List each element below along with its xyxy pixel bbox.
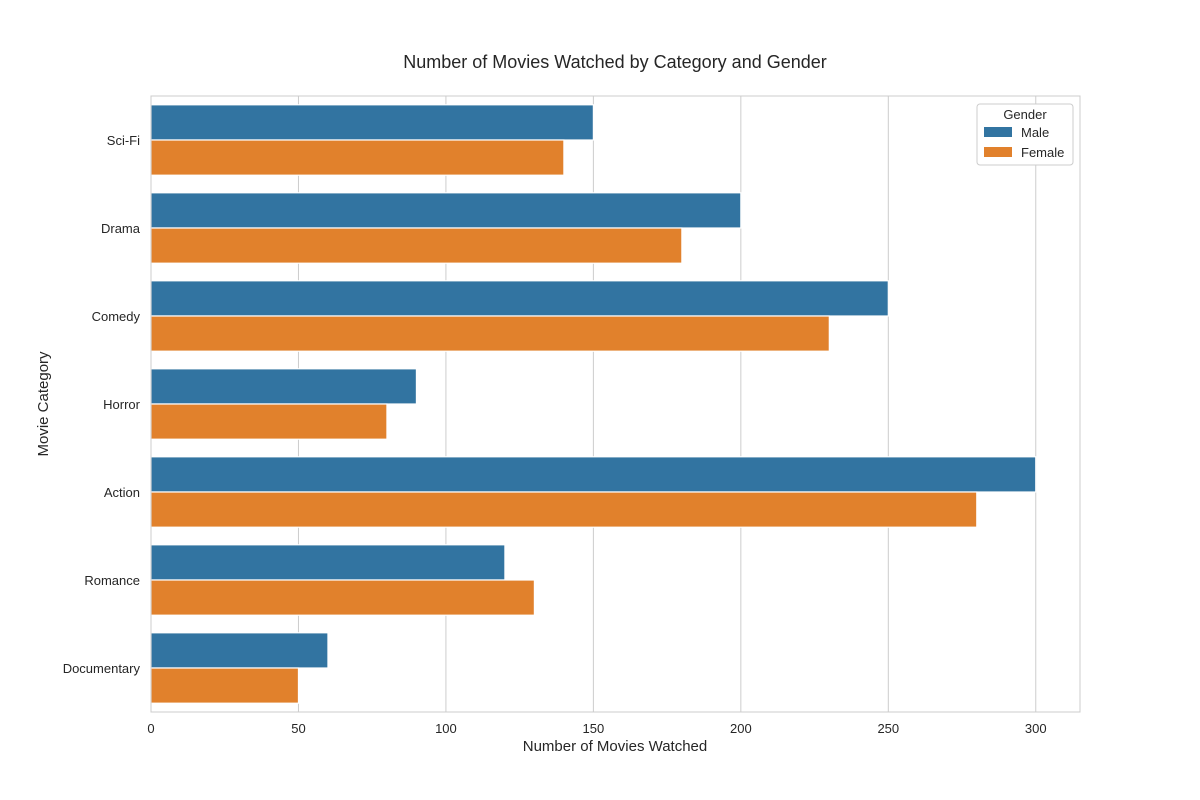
x-axis-label: Number of Movies Watched: [523, 738, 708, 755]
y-tick-label: Sci-Fi: [107, 133, 140, 148]
x-tick-label: 200: [730, 721, 752, 736]
x-tick-label: 100: [435, 721, 457, 736]
bar-female: [150, 579, 535, 616]
y-tick-labels: Sci-Fi Drama Comedy Horror Action Romance Docu…: [63, 133, 141, 676]
bar-male: [150, 544, 506, 581]
legend: Gender Male Female: [976, 103, 1074, 166]
legend-swatch-male: [984, 127, 1012, 137]
legend-label-female: Female: [1021, 145, 1064, 160]
chart-title: Number of Movies Watched by Category and…: [403, 52, 827, 72]
bar-female: [150, 667, 300, 704]
y-axis-label: Movie Category: [35, 351, 52, 457]
plot-frame: [150, 95, 1081, 713]
bar-male: [150, 456, 1037, 493]
y-tick-label: Horror: [103, 397, 141, 412]
bar-female: [150, 139, 565, 176]
x-tick-label: 0: [147, 721, 154, 736]
x-tick-label: 50: [291, 721, 305, 736]
bar-male: [150, 192, 742, 229]
bar-male: [150, 280, 889, 317]
bar-female: [150, 227, 683, 264]
y-tick-label: Action: [104, 485, 140, 500]
legend-items: Male Female: [984, 125, 1064, 160]
legend-swatch-female: [984, 147, 1012, 157]
x-tick-label: 150: [583, 721, 605, 736]
bar-female: [150, 491, 978, 528]
bars: [150, 104, 1037, 704]
legend-title: Gender: [1003, 107, 1047, 122]
y-tick-label: Drama: [101, 221, 141, 236]
y-tick-label: Documentary: [63, 661, 141, 676]
legend-label-male: Male: [1021, 125, 1049, 140]
x-tick-label: 300: [1025, 721, 1047, 736]
x-tick-labels: 0 50 100 150 200 250 300: [147, 721, 1046, 736]
bar-male: [150, 368, 418, 405]
bar-female: [150, 403, 388, 440]
y-tick-label: Romance: [84, 573, 140, 588]
bar-female: [150, 315, 830, 352]
y-tick-label: Comedy: [92, 309, 141, 324]
bar-male: [150, 632, 329, 669]
bar-male: [150, 104, 594, 141]
x-tick-label: 250: [877, 721, 899, 736]
